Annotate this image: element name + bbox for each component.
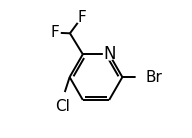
Text: Br: Br — [145, 70, 162, 85]
Circle shape — [49, 27, 60, 38]
Text: Cl: Cl — [55, 99, 70, 114]
Text: F: F — [50, 25, 59, 40]
Bar — [141, 71, 154, 83]
Text: F: F — [77, 10, 86, 25]
Circle shape — [103, 49, 115, 60]
Circle shape — [136, 71, 148, 83]
Circle shape — [76, 12, 87, 23]
Text: N: N — [103, 45, 115, 63]
Circle shape — [57, 92, 69, 104]
